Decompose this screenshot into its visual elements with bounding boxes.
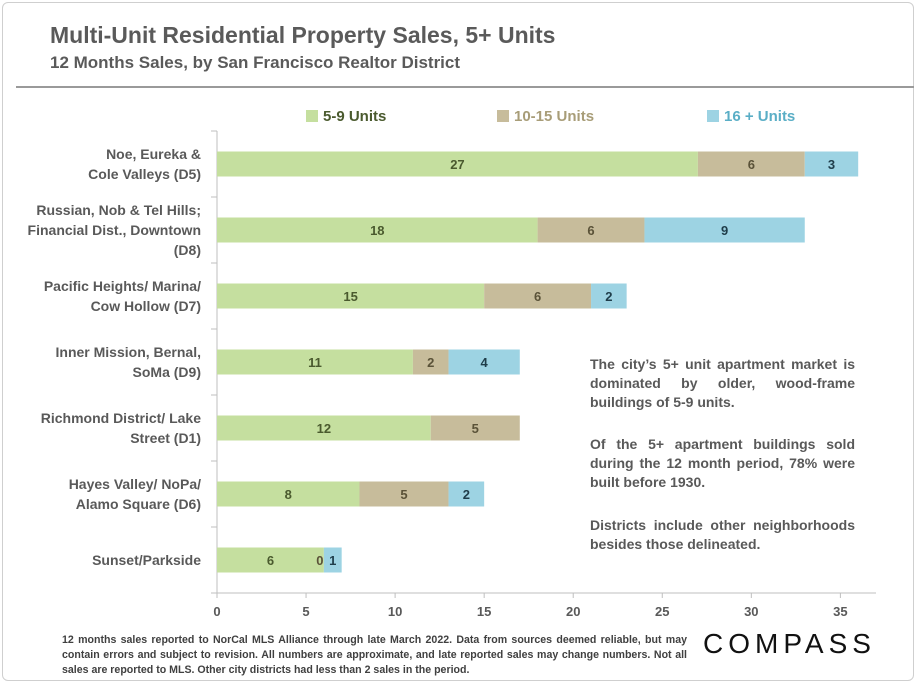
category-label-line: Russian, Nob & Tel Hills;	[36, 202, 201, 218]
compass-logo: COMPASS	[703, 628, 876, 659]
x-tick-label: 25	[655, 604, 669, 619]
category-label: Hayes Valley/ NoPa/Alamo Square (D6)	[69, 476, 201, 512]
bar-segment	[217, 481, 360, 507]
x-tick-label: 20	[566, 604, 580, 619]
bar-segment	[697, 151, 805, 177]
bar-segment	[217, 547, 324, 573]
category-label: Richmond District/ Lake Street (D1)	[41, 410, 201, 446]
bar-segment	[537, 217, 645, 243]
category-label-line: SoMa (D9)	[133, 364, 201, 380]
category-label-line: Richmond District/ Lake	[41, 410, 201, 426]
bar-data-label: 11	[308, 355, 322, 370]
category-label-line: Pacific Heights/ Marina/	[44, 278, 201, 294]
bar-data-label: 18	[370, 223, 384, 238]
note-paragraph-1: The city’s 5+ unit apartment market is d…	[590, 356, 855, 410]
bar-data-label: 5	[400, 487, 407, 502]
category-label: Sunset/Parkside	[92, 552, 201, 568]
category-label: Inner Mission, Bernal, SoMa (D9)	[56, 344, 201, 380]
x-tick-label: 10	[388, 604, 402, 619]
bar-segment	[323, 547, 342, 573]
bar-segment	[644, 217, 805, 243]
bar-segment	[448, 481, 485, 507]
category-label-line: Sunset/Parkside	[92, 552, 201, 568]
bar-data-label: 2	[463, 487, 470, 502]
bar-data-label: 27	[450, 157, 464, 172]
x-tick-label: 0	[213, 604, 220, 619]
bar-segment	[430, 415, 520, 441]
x-tick-label: 15	[477, 604, 491, 619]
bar-data-label: 4	[481, 355, 489, 370]
bar-segment	[591, 283, 627, 309]
legend-label: 10-15 Units	[514, 108, 594, 125]
bar-data-label: 3	[828, 157, 835, 172]
category-label-line: Cow Hollow (D7)	[91, 298, 201, 314]
note-paragraph-2: Of the 5+ apartment buildings sold durin…	[590, 436, 855, 490]
x-tick-label: 35	[833, 604, 847, 619]
bar-segment	[359, 481, 449, 507]
category-label-line: Financial Dist., Downtown	[28, 222, 201, 238]
bar-data-label: 6	[587, 223, 594, 238]
chart-title: Multi-Unit Residential Property Sales, 5…	[50, 22, 556, 48]
bar-data-label: 5	[472, 421, 479, 436]
source-footnote: 12 months sales reported to NorCal MLS A…	[62, 634, 687, 676]
bar-segment	[217, 217, 538, 243]
bar-data-label: 6	[534, 289, 541, 304]
bar-data-label: 6	[267, 553, 274, 568]
category-label-line: Noe, Eureka &	[106, 146, 201, 162]
category-label: Noe, Eureka & Cole Valleys (D5)	[88, 146, 201, 182]
title-divider	[16, 86, 914, 88]
category-label-line: Alamo Square (D6)	[76, 496, 201, 512]
legend-swatch	[707, 110, 719, 122]
bar-segment	[412, 349, 449, 375]
bar-data-label: 9	[721, 223, 728, 238]
bar-data-label: 2	[605, 289, 612, 304]
category-label-line: Street (D1)	[130, 430, 201, 446]
category-label: Russian, Nob & Tel Hills; Financial Dist.…	[28, 202, 201, 258]
category-label-line: Inner Mission, Bernal,	[56, 344, 201, 360]
x-tick-label: 30	[744, 604, 758, 619]
bar-data-label: 1	[329, 553, 336, 568]
legend-swatch	[306, 110, 318, 122]
bar-segment	[448, 349, 520, 375]
bar-segment	[484, 283, 592, 309]
bar-data-label: 15	[343, 289, 357, 304]
bar-segment	[217, 349, 413, 375]
legend-swatch	[497, 110, 509, 122]
bar-segment	[217, 151, 698, 177]
category-label-line: Hayes Valley/ NoPa/	[69, 476, 201, 492]
bar-segment	[217, 283, 485, 309]
bar-data-label: 0	[316, 553, 323, 568]
bar-segment	[217, 415, 431, 441]
bar-data-label: 12	[317, 421, 331, 436]
category-label-line: Cole Valleys (D5)	[88, 166, 201, 182]
category-label-line: (D8)	[174, 242, 201, 258]
bar-data-label: 2	[427, 355, 434, 370]
bar-data-label: 6	[748, 157, 755, 172]
chart-subtitle: 12 Months Sales, by San Francisco Realto…	[50, 53, 461, 72]
category-label: Pacific Heights/ Marina/Cow Hollow (D7)	[44, 278, 201, 314]
note-paragraph-3: Districts include other neighborhoods be…	[590, 517, 855, 552]
legend-label: 5-9 Units	[323, 108, 386, 125]
x-tick-label: 5	[302, 604, 309, 619]
legend-label: 16 + Units	[724, 108, 795, 125]
bar-data-label: 8	[285, 487, 292, 502]
bar-segment	[804, 151, 859, 177]
